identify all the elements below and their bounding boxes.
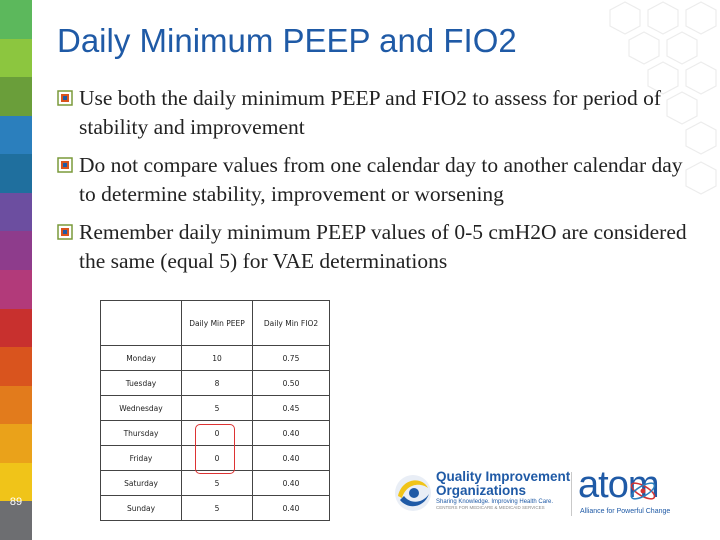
table-row: Monday 10 0.75 xyxy=(100,345,330,371)
bullet-item: Do not compare values from one calendar … xyxy=(57,151,697,209)
table-cell-peep: 5 xyxy=(181,495,253,521)
atom-tagline: Alliance for Powerful Change xyxy=(580,508,671,515)
qio-name-line1: Quality Improvement xyxy=(436,469,571,484)
table-cell-fio2: 0.45 xyxy=(252,395,330,421)
bullet-text: Remember daily minimum PEEP values of 0-… xyxy=(79,220,687,273)
bullet-square-icon xyxy=(57,90,73,106)
table-cell-peep: 8 xyxy=(181,370,253,396)
table-row: Wednesday 5 0.45 xyxy=(100,395,330,421)
bullet-text: Do not compare values from one calendar … xyxy=(79,153,683,206)
table-header-cell: Daily Min FIO2 xyxy=(252,300,330,346)
bullet-item: Remember daily minimum PEEP values of 0-… xyxy=(57,218,697,276)
qio-tagline: Sharing Knowledge. Improving Health Care… xyxy=(436,499,554,505)
bullet-text: Use both the daily minimum PEEP and FIO2… xyxy=(79,86,662,139)
table-cell-fio2: 0.50 xyxy=(252,370,330,396)
atom-wordmark: atom xyxy=(578,464,659,506)
logo-divider xyxy=(571,472,572,516)
highlight-box xyxy=(195,424,235,474)
slide-number: 89 xyxy=(9,496,23,508)
table-cell-day: Monday xyxy=(100,345,182,371)
atom-orbit-icon xyxy=(630,482,656,500)
slide-title: Daily Minimum PEEP and FIO2 xyxy=(57,22,517,59)
table-row: Tuesday 8 0.50 xyxy=(100,370,330,396)
table-row: Friday 0 0.40 xyxy=(100,445,330,471)
table-row: Sunday 5 0.40 xyxy=(100,495,330,521)
bullet-square-icon xyxy=(57,224,73,240)
qio-logo: Quality Improvement Organizations Sharin… xyxy=(392,468,571,520)
table-cell-day: Sunday xyxy=(100,495,182,521)
bullet-list: Use both the daily minimum PEEP and FIO2… xyxy=(57,84,697,285)
atom-logo: atom Alliance for Powerful Change xyxy=(578,464,700,520)
table-cell-fio2: 0.40 xyxy=(252,495,330,521)
peep-fio2-table: Daily Min PEEP Daily Min FIO2 Monday 10 … xyxy=(100,300,330,521)
qio-swirl-icon xyxy=(395,475,431,511)
table-header-row: Daily Min PEEP Daily Min FIO2 xyxy=(100,300,330,346)
table-row: Saturday 5 0.40 xyxy=(100,470,330,496)
bullet-square-icon xyxy=(57,157,73,173)
table-cell-day: Friday xyxy=(100,445,182,471)
table-cell-fio2: 0.75 xyxy=(252,345,330,371)
table-cell-peep: 5 xyxy=(181,395,253,421)
table-cell-fio2: 0.40 xyxy=(252,470,330,496)
qio-name-line2: Organizations xyxy=(436,483,527,498)
table-cell-day: Tuesday xyxy=(100,370,182,396)
hexagon-decoration-icon xyxy=(609,1,717,195)
table-header-cell xyxy=(100,300,182,346)
table-cell-day: Thursday xyxy=(100,420,182,446)
table-cell-peep: 5 xyxy=(181,470,253,496)
bullet-item: Use both the daily minimum PEEP and FIO2… xyxy=(57,84,697,142)
table-cell-day: Saturday xyxy=(100,470,182,496)
qio-cms-line: CENTERS FOR MEDICARE & MEDICAID SERVICES xyxy=(436,505,545,510)
table-cell-fio2: 0.40 xyxy=(252,445,330,471)
table-cell-day: Wednesday xyxy=(100,395,182,421)
left-color-stripe xyxy=(0,0,32,540)
qio-text-block: Quality Improvement Organizations Sharin… xyxy=(436,469,571,511)
table-cell-fio2: 0.40 xyxy=(252,420,330,446)
table-header-cell: Daily Min PEEP xyxy=(181,300,253,346)
table-cell-peep: 10 xyxy=(181,345,253,371)
